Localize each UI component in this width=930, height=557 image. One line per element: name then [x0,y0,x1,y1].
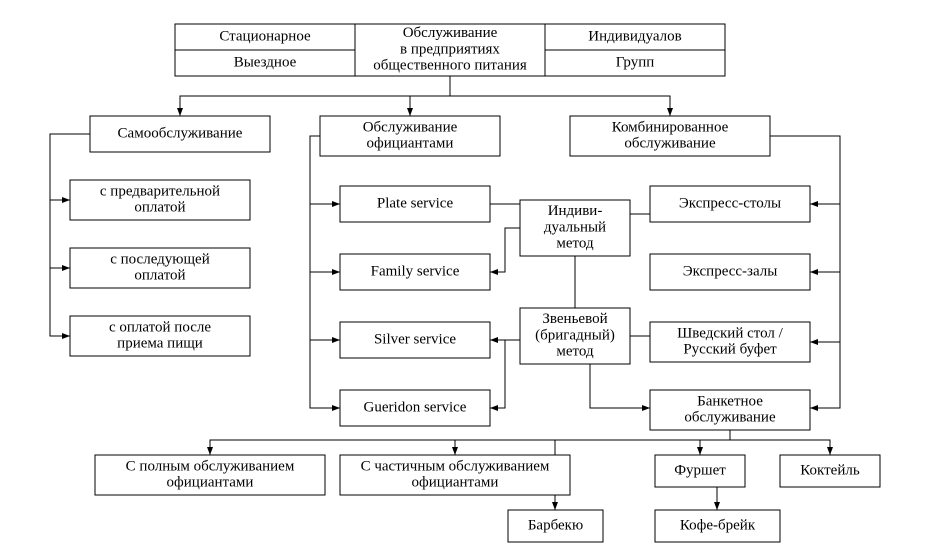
node-label: С полным обслуживанием [126,458,295,474]
node-label: Обслуживание [363,119,458,135]
node-label: оплатой [134,268,185,284]
node-label: Звеньевой [542,311,607,327]
node-label: Шведский стол / [677,325,784,341]
node-hdr_c: Обслуживаниев предприятияхобщественного … [355,24,545,76]
node-b6: Кофе-брейк [655,510,780,542]
edge [410,76,450,116]
node-b4: Коктейль [780,455,880,487]
node-hdr_l2: Выездное [175,50,355,76]
node-label: обслуживание [684,410,776,426]
node-label: (бригадный) [535,327,615,343]
service-classification-flowchart: Обслуживаниев предприятияхобщественного … [0,0,930,557]
node-w2: Family service [340,254,490,290]
node-label: Барбекю [528,517,583,533]
node-c3: Шведский стол /Русский буфет [650,322,810,362]
edge [810,272,840,342]
node-label: Фуршет [674,462,726,478]
node-comb: Комбинированноеобслуживание [570,116,770,156]
node-label: Групп [616,54,655,70]
node-w3: Silver service [340,322,490,358]
node-m2: Звеньевой(бригадный)метод [520,308,630,364]
edge [490,340,505,408]
node-label: с последующей [110,251,210,267]
node-label: Русский буфет [683,342,777,358]
edge [590,364,650,408]
node-label: Обслуживание [403,25,498,41]
node-label: с предварительной [100,183,220,199]
node-label: в предприятиях [400,41,500,57]
node-s2: с последующейоплатой [70,248,250,288]
node-label: Family service [371,263,460,279]
edge [50,268,70,336]
node-label: с оплатой после [109,319,211,335]
node-label: метод [556,344,594,360]
node-hdr_l1: Стационарное [175,24,355,50]
node-label: официантами [367,136,454,152]
node-c2: Экспресс-залы [650,254,810,290]
node-c1: Экспресс-столы [650,186,810,222]
edge [310,340,340,408]
node-w4: Gueridon service [340,390,490,426]
node-label: Самообслуживание [118,125,243,141]
edge [310,272,340,340]
node-b2: С частичным обслуживаниемофициантами [340,455,570,495]
edge [450,76,670,116]
node-label: дуальный [544,219,606,235]
edge [50,200,70,268]
node-label: Выездное [234,54,297,70]
node-label: официантами [412,475,499,491]
edge [730,440,830,455]
node-label: Комбинированное [612,119,729,135]
node-b5: Барбекю [508,510,603,542]
node-hdr_r2: Групп [545,50,725,76]
node-label: Индиви- [548,203,603,219]
node-b1: С полным обслуживаниемофициантами [95,455,325,495]
node-label: Коктейль [800,462,860,478]
edge [210,430,730,455]
node-label: Plate service [377,195,454,211]
node-label: Экспресс-столы [679,195,781,211]
node-waiter: Обслуживаниеофициантами [320,116,500,156]
node-label: Gueridon service [364,399,467,415]
edge [310,204,340,272]
node-c4: Банкетноеобслуживание [650,390,810,430]
node-label: общественного питания [373,58,527,74]
node-label: Экспресс-залы [683,263,778,279]
node-label: приема пищи [117,336,203,352]
node-label: официантами [167,475,254,491]
node-self: Самообслуживание [90,116,270,152]
node-label: Банкетное [697,393,763,409]
edge [810,342,840,408]
node-w1: Plate service [340,186,490,222]
edge [490,228,520,272]
nodes: Обслуживаниев предприятияхобщественного … [70,24,880,542]
node-label: Стационарное [219,28,311,44]
node-label: Silver service [374,331,456,347]
node-hdr_r1: Индивидуалов [545,24,725,50]
node-label: оплатой [134,200,185,216]
node-m1: Индиви-дуальныйметод [520,200,630,256]
edge [810,204,840,272]
node-s3: с оплатой послеприема пищи [70,316,250,356]
node-b3: Фуршет [655,455,745,487]
node-label: обслуживание [624,136,716,152]
node-label: метод [556,236,594,252]
node-s1: с предварительнойоплатой [70,180,250,220]
node-label: Кофе-брейк [680,517,756,533]
node-label: Индивидуалов [588,28,681,44]
node-label: С частичным обслуживанием [361,458,550,474]
